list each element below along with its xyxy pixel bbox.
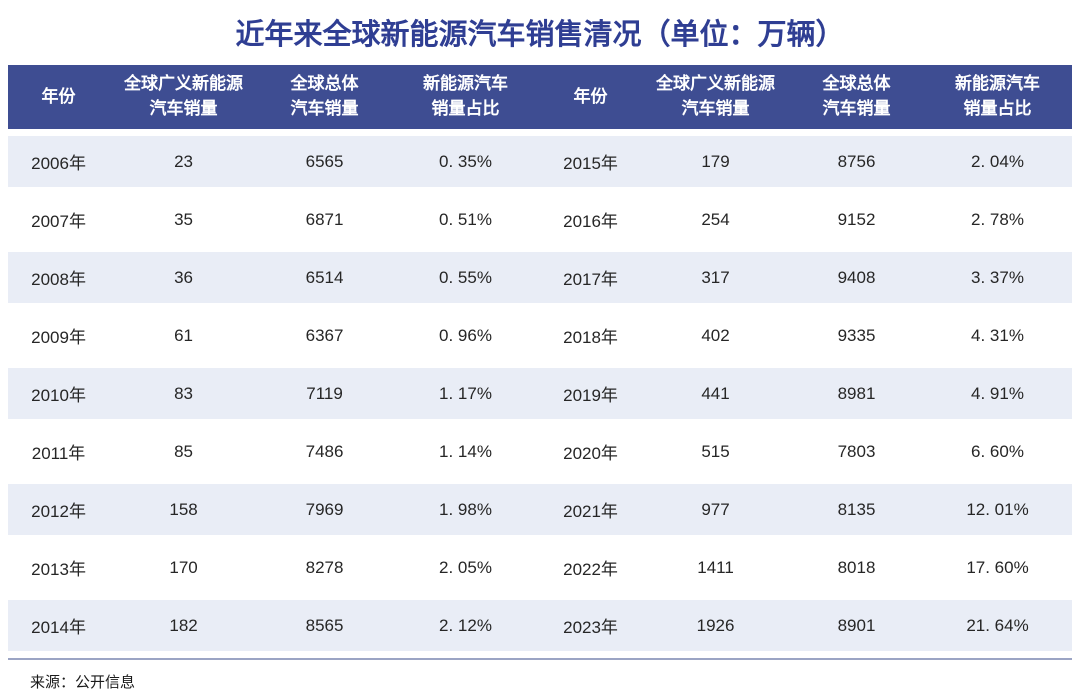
table-row: 2012年 158 7969 1. 98% 2021年 977 8135 12.… [8, 484, 1072, 535]
cell-total-sales: 8018 [790, 542, 924, 593]
cell-total-sales: 8565 [258, 600, 392, 651]
cell-nev-share: 0. 55% [391, 252, 540, 303]
header-cell-nev-share-right: 新能源汽车 销量占比 [923, 65, 1072, 129]
header-cell-nev-share-left: 新能源汽车 销量占比 [391, 65, 540, 129]
cell-nev-sales: 158 [109, 484, 259, 535]
cell-total-sales: 7803 [790, 426, 924, 477]
cell-nev-sales: 85 [109, 426, 259, 477]
header-row: 年份 全球广义新能源 汽车销量 全球总体 汽车销量 新能源汽车 销量占比 年份 … [8, 65, 1072, 129]
header-cell-total-sales-left: 全球总体 汽车销量 [258, 65, 392, 129]
cell-total-sales: 7486 [258, 426, 392, 477]
cell-total-sales: 9335 [790, 310, 924, 361]
cell-year: 2018年 [539, 310, 642, 361]
cell-nev-sales: 441 [641, 368, 791, 419]
cell-total-sales: 8135 [790, 484, 924, 535]
cell-nev-share: 2. 05% [391, 542, 540, 593]
table-row: 2014年 182 8565 2. 12% 2023年 1926 8901 21… [8, 600, 1072, 651]
cell-nev-share: 2. 78% [923, 194, 1072, 245]
header-cell-total-sales-right: 全球总体 汽车销量 [790, 65, 924, 129]
cell-year: 2020年 [539, 426, 642, 477]
table-row: 2007年 35 6871 0. 51% 2016年 254 9152 2. 7… [8, 194, 1072, 245]
cell-year: 2011年 [8, 426, 110, 477]
cell-nev-share: 0. 96% [391, 310, 540, 361]
cell-year: 2021年 [539, 484, 642, 535]
cell-nev-sales: 179 [641, 136, 791, 187]
cell-nev-share: 3. 37% [923, 252, 1072, 303]
cell-nev-sales: 36 [109, 252, 259, 303]
cell-nev-sales: 515 [641, 426, 791, 477]
cell-nev-sales: 35 [109, 194, 259, 245]
sales-table-container: 年份 全球广义新能源 汽车销量 全球总体 汽车销量 新能源汽车 销量占比 年份 … [8, 58, 1072, 660]
table-row: 2013年 170 8278 2. 05% 2022年 1411 8018 17… [8, 542, 1072, 593]
cell-nev-share: 12. 01% [923, 484, 1072, 535]
cell-nev-sales: 182 [109, 600, 259, 651]
table-row: 2011年 85 7486 1. 14% 2020年 515 7803 6. 6… [8, 426, 1072, 477]
cell-nev-share: 2. 04% [923, 136, 1072, 187]
header-cell-year-right: 年份 [539, 65, 642, 129]
cell-year: 2022年 [539, 542, 642, 593]
cell-total-sales: 6871 [258, 194, 392, 245]
cell-year: 2007年 [8, 194, 110, 245]
sales-table: 年份 全球广义新能源 汽车销量 全球总体 汽车销量 新能源汽车 销量占比 年份 … [8, 58, 1072, 658]
cell-nev-share: 6. 60% [923, 426, 1072, 477]
table-row: 2008年 36 6514 0. 55% 2017年 317 9408 3. 3… [8, 252, 1072, 303]
cell-year: 2008年 [8, 252, 110, 303]
cell-nev-sales: 23 [109, 136, 259, 187]
cell-total-sales: 7969 [258, 484, 392, 535]
cell-total-sales: 8278 [258, 542, 392, 593]
cell-nev-share: 4. 91% [923, 368, 1072, 419]
header-cell-nev-sales-right: 全球广义新能源 汽车销量 [641, 65, 791, 129]
cell-year: 2006年 [8, 136, 110, 187]
cell-year: 2019年 [539, 368, 642, 419]
cell-nev-share: 0. 35% [391, 136, 540, 187]
cell-nev-share: 17. 60% [923, 542, 1072, 593]
cell-nev-share: 4. 31% [923, 310, 1072, 361]
cell-year: 2009年 [8, 310, 110, 361]
cell-nev-share: 2. 12% [391, 600, 540, 651]
cell-year: 2014年 [8, 600, 110, 651]
cell-total-sales: 6367 [258, 310, 392, 361]
table-row: 2009年 61 6367 0. 96% 2018年 402 9335 4. 3… [8, 310, 1072, 361]
cell-total-sales: 9408 [790, 252, 924, 303]
cell-nev-sales: 317 [641, 252, 791, 303]
cell-total-sales: 6565 [258, 136, 392, 187]
cell-nev-sales: 254 [641, 194, 791, 245]
cell-nev-sales: 61 [109, 310, 259, 361]
cell-year: 2017年 [539, 252, 642, 303]
cell-nev-share: 0. 51% [391, 194, 540, 245]
cell-year: 2012年 [8, 484, 110, 535]
header-cell-year-left: 年份 [8, 65, 110, 129]
cell-year: 2010年 [8, 368, 110, 419]
cell-total-sales: 7119 [258, 368, 392, 419]
cell-year: 2023年 [539, 600, 642, 651]
cell-nev-sales: 402 [641, 310, 791, 361]
cell-total-sales: 6514 [258, 252, 392, 303]
cell-total-sales: 8981 [790, 368, 924, 419]
cell-nev-sales: 83 [109, 368, 259, 419]
cell-year: 2015年 [539, 136, 642, 187]
cell-nev-share: 1. 14% [391, 426, 540, 477]
cell-total-sales: 8901 [790, 600, 924, 651]
cell-nev-sales: 170 [109, 542, 259, 593]
cell-nev-sales: 977 [641, 484, 791, 535]
table-row: 2010年 83 7119 1. 17% 2019年 441 8981 4. 9… [8, 368, 1072, 419]
cell-year: 2016年 [539, 194, 642, 245]
header-cell-nev-sales-left: 全球广义新能源 汽车销量 [109, 65, 259, 129]
cell-nev-sales: 1411 [641, 542, 791, 593]
cell-nev-sales: 1926 [641, 600, 791, 651]
cell-nev-share: 1. 17% [391, 368, 540, 419]
page-title: 近年来全球新能源汽车销售清况（单位：万辆） [235, 19, 845, 51]
cell-year: 2013年 [8, 542, 110, 593]
cell-nev-share: 21. 64% [923, 600, 1072, 651]
cell-nev-share: 1. 98% [391, 484, 540, 535]
cell-total-sales: 9152 [790, 194, 924, 245]
table-row: 2006年 23 6565 0. 35% 2015年 179 8756 2. 0… [8, 136, 1072, 187]
source-note: 来源：公开信息 [30, 674, 136, 691]
cell-total-sales: 8756 [790, 136, 924, 187]
